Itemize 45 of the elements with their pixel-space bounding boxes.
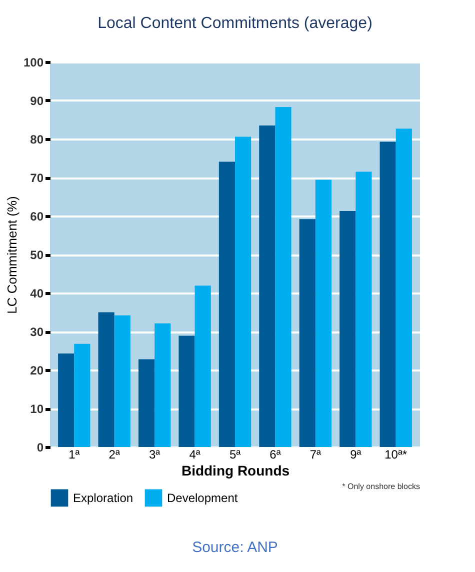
y-tick-label: 50: [30, 248, 44, 262]
y-tick-label: 0: [36, 440, 44, 454]
bar: [154, 323, 171, 447]
bar: [356, 172, 372, 447]
y-tick-label: 90: [30, 94, 44, 108]
legend-label: Exploration: [73, 490, 134, 505]
y-tick-label: 10: [30, 402, 44, 416]
x-tick-label: 6ª: [270, 448, 282, 462]
x-tick-label: 10ª*: [384, 448, 408, 462]
bar: [299, 219, 316, 447]
bar: [380, 142, 396, 447]
bar: [235, 136, 252, 447]
bar: [194, 286, 211, 447]
y-tick-label: 30: [30, 325, 44, 339]
x-tick-label: 7ª: [310, 448, 322, 462]
x-tick-label: 1ª: [68, 448, 80, 462]
y-axis-title: LC Commitment (%): [4, 196, 20, 314]
source-note: Source: ANP: [192, 539, 278, 556]
x-tick-label: 2ª: [108, 448, 120, 462]
bar: [315, 180, 332, 447]
text: * Only onshore blocks: [342, 482, 420, 491]
bar: [396, 128, 412, 447]
x-tick-label: 4ª: [189, 448, 201, 462]
y-tick-label: 80: [30, 132, 44, 146]
bar: [98, 312, 114, 447]
bar: [275, 107, 292, 447]
y-tick-label: 100: [23, 56, 44, 70]
bar: [178, 336, 195, 447]
bar: [74, 344, 90, 447]
y-tick-label: 20: [30, 364, 44, 378]
y-tick-label: 60: [30, 210, 44, 224]
y-tick-label: 40: [30, 286, 44, 300]
x-tick-label: 3ª: [149, 448, 161, 462]
x-tick-label: 9ª: [350, 448, 362, 462]
legend-label: Development: [167, 490, 238, 505]
bar: [218, 162, 235, 447]
bar: [114, 315, 130, 447]
x-axis-title: Bidding Rounds: [181, 462, 290, 478]
bar: [58, 353, 74, 447]
chart-title: Local Content Commitments (average): [98, 15, 372, 32]
x-tick-label: 5ª: [229, 448, 242, 462]
y-tick-label: 70: [30, 171, 44, 185]
bar: [259, 126, 276, 447]
bar: [340, 210, 356, 447]
bar: [138, 359, 155, 447]
